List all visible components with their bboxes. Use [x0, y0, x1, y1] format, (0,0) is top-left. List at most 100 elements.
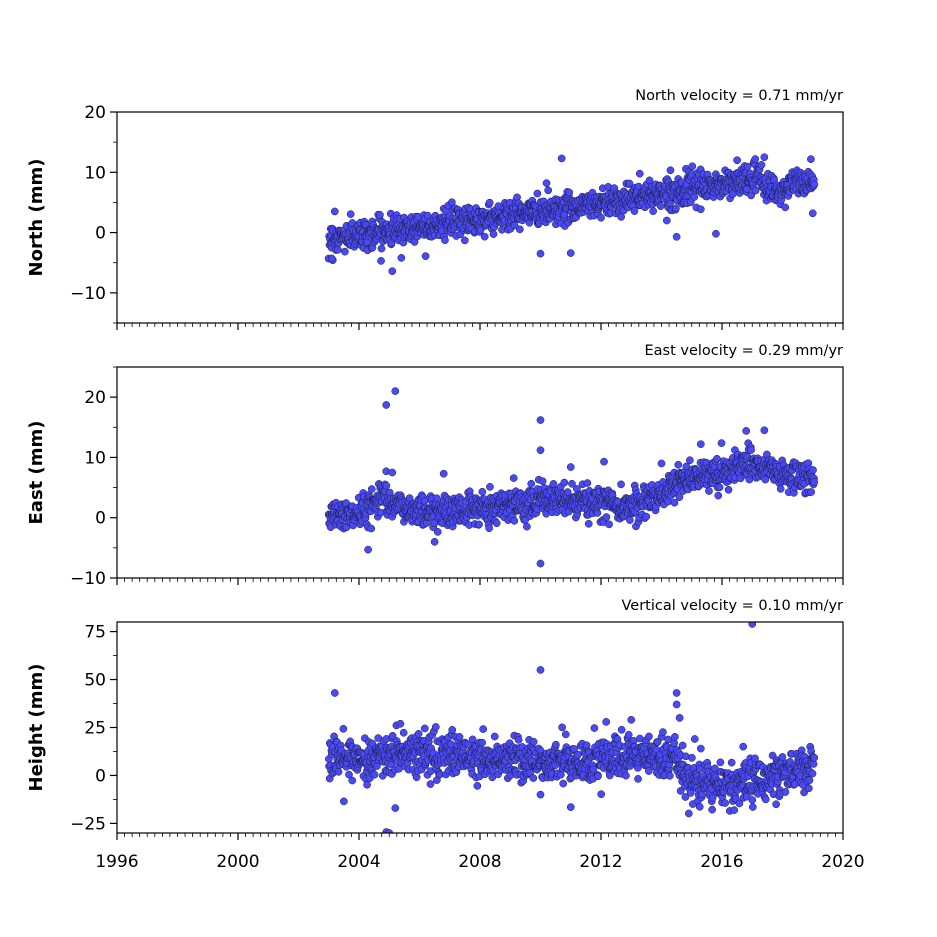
outlier-point [690, 735, 699, 743]
outlier-point [696, 440, 705, 449]
outlier-point [733, 156, 741, 165]
data-point [405, 494, 414, 502]
data-point [538, 477, 547, 486]
data-point [475, 520, 483, 529]
data-point [670, 498, 679, 507]
data-point [695, 803, 704, 811]
y-tick-label: 10 [84, 448, 106, 468]
data-point [476, 226, 485, 235]
panel-1: −10 0 10 20 North (mm) North velocity = 0.71 … [26, 88, 844, 330]
outlier-point [696, 744, 705, 753]
data-point [412, 773, 421, 782]
data-point [808, 769, 817, 778]
data-point [455, 733, 464, 741]
y-tick-label: −10 [70, 569, 106, 589]
data-point [509, 474, 518, 482]
outlier-point [557, 154, 566, 163]
data-point [659, 728, 667, 736]
data-point [597, 213, 605, 222]
data-point [805, 776, 814, 785]
data-point [649, 207, 657, 216]
outlier-point [627, 715, 636, 724]
outlier-point [566, 463, 575, 471]
data-point [382, 481, 391, 490]
data-point [377, 257, 385, 265]
data-point [489, 230, 498, 238]
data-point [672, 204, 680, 213]
data-point [748, 803, 757, 811]
data-point [711, 764, 719, 773]
data-point [334, 245, 342, 254]
data-points [324, 153, 819, 275]
data-point [617, 725, 626, 734]
data-point [675, 493, 684, 501]
data-point [479, 725, 488, 733]
data-point [341, 247, 349, 256]
data-point [346, 210, 355, 218]
data-point [420, 497, 429, 505]
outlier-point [330, 689, 339, 697]
data-point [533, 189, 542, 198]
data-point [653, 738, 662, 746]
data-point [396, 719, 405, 728]
data-point [570, 745, 578, 753]
outlier-point [385, 829, 394, 833]
x-tick-label: 2016 [700, 852, 743, 872]
outlier-point [430, 537, 439, 546]
y-tick-label: 20 [84, 388, 106, 408]
data-point [807, 155, 815, 164]
data-point [688, 162, 697, 171]
data-points [324, 387, 819, 568]
data-point [367, 524, 376, 533]
data-point [367, 485, 376, 493]
data-point [559, 779, 568, 788]
data-points [325, 622, 819, 833]
data-point [805, 784, 813, 793]
data-point [468, 735, 477, 744]
data-point [686, 456, 694, 465]
data-point [761, 475, 770, 484]
data-point [510, 517, 519, 525]
data-point [727, 758, 736, 767]
data-point [523, 522, 531, 531]
x-tick-label: 2012 [579, 852, 622, 872]
outlier-point [566, 803, 575, 811]
data-point [597, 790, 606, 799]
data-point [708, 793, 717, 802]
data-point [490, 732, 499, 741]
outlier-point [340, 797, 348, 806]
data-point [748, 796, 757, 804]
y-axis-label: Height (mm) [26, 664, 47, 792]
data-point [544, 186, 553, 195]
data-point [363, 780, 371, 789]
data-point [529, 774, 538, 782]
y-tick-label: 0 [95, 509, 106, 529]
data-point [776, 485, 785, 493]
data-point [527, 479, 536, 488]
data-point [690, 193, 699, 201]
data-point [670, 739, 679, 748]
data-point [485, 198, 494, 207]
data-point [421, 252, 430, 260]
data-point [339, 724, 348, 733]
data-point [617, 480, 625, 489]
data-point [686, 789, 695, 797]
data-point [622, 771, 630, 780]
outlier-point [536, 446, 545, 455]
data-point [431, 723, 440, 731]
data-point [480, 232, 489, 241]
outlier-point [536, 249, 545, 258]
data-point [644, 767, 653, 775]
data-point [460, 236, 469, 245]
y-tick-label: 0 [95, 224, 106, 244]
data-point [515, 225, 524, 234]
y-tick-label: 50 [84, 671, 106, 691]
data-point [399, 728, 408, 737]
data-point [486, 483, 494, 491]
outlier-point [675, 714, 684, 722]
data-point [376, 211, 384, 219]
data-point [441, 236, 449, 245]
velocity-annotation: North velocity = 0.71 mm/yr [635, 88, 843, 104]
data-point [751, 754, 759, 763]
